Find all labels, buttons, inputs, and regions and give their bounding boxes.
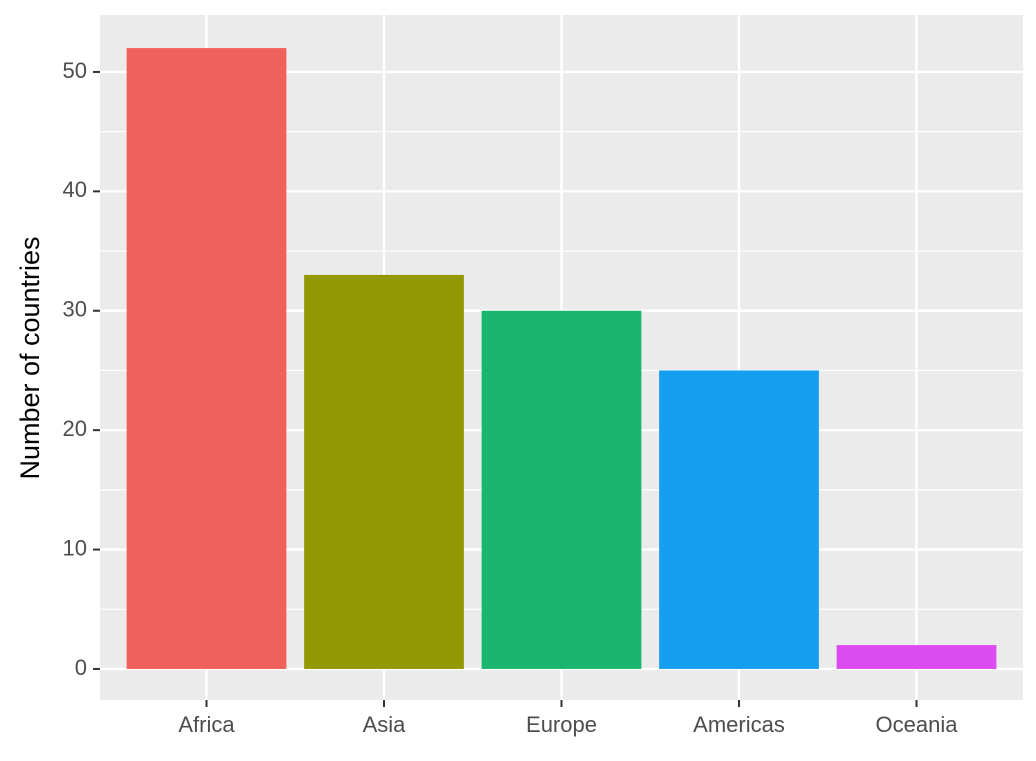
x-tick-label: Oceania <box>876 712 959 737</box>
x-tick-label: Asia <box>363 712 407 737</box>
y-tick-label: 40 <box>63 177 87 202</box>
bar <box>659 370 819 669</box>
y-tick-label: 10 <box>63 535 87 560</box>
x-tick-label: Europe <box>526 712 597 737</box>
bar <box>481 310 642 669</box>
y-tick-label: 30 <box>63 297 87 322</box>
bar <box>836 645 997 669</box>
y-tick-label: 20 <box>63 416 87 441</box>
y-tick-label: 50 <box>63 58 87 83</box>
x-tick-label: Americas <box>693 712 785 737</box>
y-tick-label: 0 <box>75 655 87 680</box>
y-axis-title: Number of countries <box>15 236 45 479</box>
x-tick-label: Africa <box>178 712 235 737</box>
bar <box>304 274 464 669</box>
bar <box>126 48 287 669</box>
